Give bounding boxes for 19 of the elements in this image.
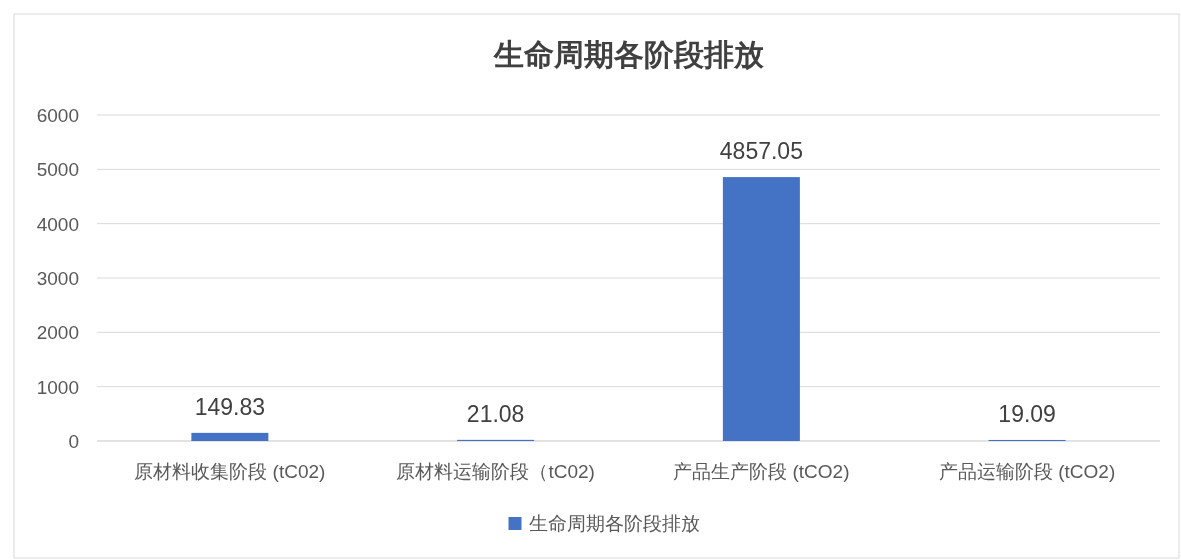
y-tick-label: 2000 <box>36 322 79 344</box>
bar <box>722 177 800 441</box>
y-tick-label: 6000 <box>36 105 79 126</box>
y-tick-label: 4000 <box>36 213 79 235</box>
data-label: 149.83 <box>194 393 266 420</box>
legend-label: 生命周期各阶段排放 <box>528 513 700 534</box>
bar <box>191 432 269 441</box>
x-tick-label: 原材料收集阶段 (tC02) <box>134 461 326 482</box>
chart-title: 生命周期各阶段排放 <box>492 38 765 71</box>
data-label: 19.09 <box>998 400 1056 427</box>
y-tick-label: 0 <box>68 431 79 452</box>
x-tick-label: 产品运输阶段 (tCO2) <box>938 461 1116 482</box>
data-label: 4857.05 <box>719 138 803 165</box>
y-tick-label: 3000 <box>36 268 79 289</box>
data-label: 21.08 <box>466 400 525 427</box>
y-tick-label: 1000 <box>36 376 79 398</box>
y-tick-label: 5000 <box>36 159 79 181</box>
x-tick-label: 原材料运输阶段（tC02) <box>396 461 595 482</box>
x-tick-label: 产品生产阶段 (tCO2) <box>673 461 850 482</box>
